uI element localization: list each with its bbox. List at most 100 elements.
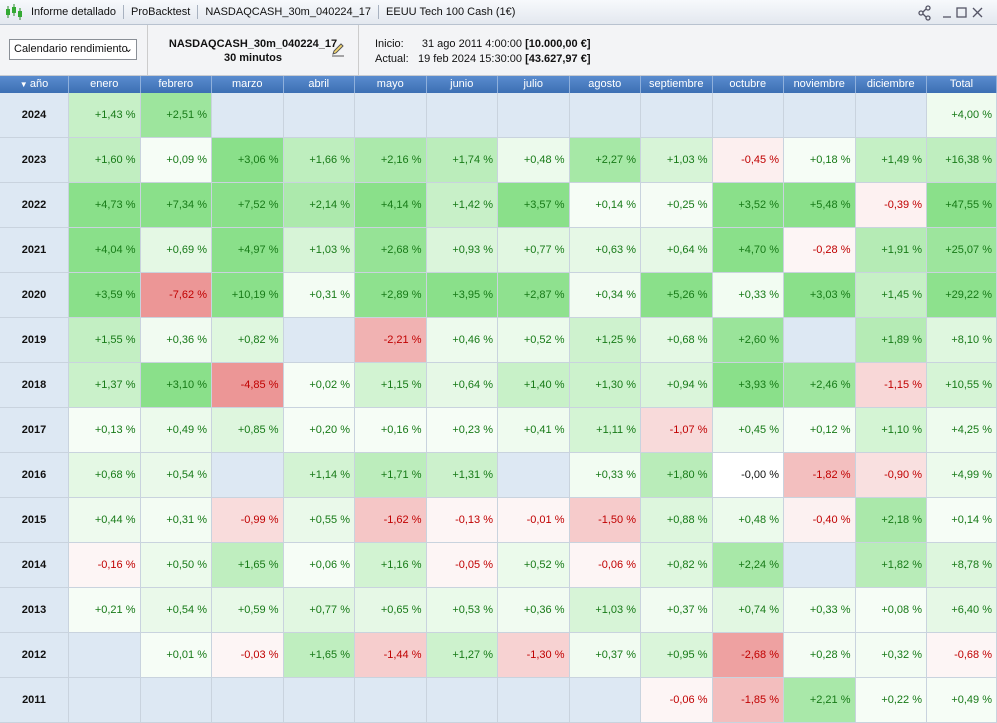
return-cell: +0,22 %	[855, 678, 927, 723]
return-cell: +0,95 %	[641, 633, 713, 678]
column-header: junio	[426, 76, 498, 93]
return-cell: +1,65 %	[283, 633, 355, 678]
return-cell: -0,16 %	[69, 543, 141, 588]
column-header: febrero	[140, 76, 212, 93]
return-cell: -0,01 %	[498, 498, 570, 543]
return-cell: +29,22 %	[927, 273, 997, 318]
return-cell: +2,51 %	[140, 93, 212, 138]
return-cell: +4,97 %	[212, 228, 284, 273]
return-cell: -0,39 %	[855, 183, 927, 228]
year-cell: 2016	[0, 453, 69, 498]
return-cell: +3,57 %	[498, 183, 570, 228]
toolbar: Calendario rendimiento ⌄ NASDAQCASH_30m_0…	[0, 25, 997, 76]
empty-cell	[283, 93, 355, 138]
empty-cell	[212, 453, 284, 498]
select-label: Calendario rendimiento	[14, 43, 128, 55]
return-cell: +4,04 %	[69, 228, 141, 273]
return-cell: +1,30 %	[569, 363, 641, 408]
tab[interactable]: ProBacktest	[124, 5, 199, 19]
return-cell: +1,03 %	[641, 138, 713, 183]
start-capital: [10.000,00 €]	[525, 38, 591, 50]
empty-cell	[140, 678, 212, 723]
return-cell: +0,49 %	[927, 678, 997, 723]
column-header: septiembre	[641, 76, 713, 93]
current-label: Actual:	[375, 53, 409, 65]
return-cell: +1,40 %	[498, 363, 570, 408]
return-cell: +1,45 %	[855, 273, 927, 318]
return-cell: -4,85 %	[212, 363, 284, 408]
return-cell: +2,87 %	[498, 273, 570, 318]
return-cell: +0,46 %	[426, 318, 498, 363]
year-cell: 2018	[0, 363, 69, 408]
return-cell: +2,89 %	[355, 273, 427, 318]
return-cell: +0,31 %	[140, 498, 212, 543]
return-cell: +1,10 %	[855, 408, 927, 453]
return-cell: +1,14 %	[283, 453, 355, 498]
empty-cell	[283, 318, 355, 363]
return-cell: +2,18 %	[855, 498, 927, 543]
empty-cell	[355, 678, 427, 723]
empty-cell	[69, 633, 141, 678]
return-cell: +0,25 %	[641, 183, 713, 228]
return-cell: +0,48 %	[712, 498, 784, 543]
return-cell: +0,13 %	[69, 408, 141, 453]
period-info: Inicio: 31 ago 2011 4:00:00 [10.000,00 €]…	[375, 37, 591, 67]
return-cell: +1,25 %	[569, 318, 641, 363]
return-cell: +0,64 %	[641, 228, 713, 273]
return-cell: +0,77 %	[283, 588, 355, 633]
return-cell: +1,65 %	[212, 543, 284, 588]
return-cell: +0,37 %	[641, 588, 713, 633]
return-cell: +0,21 %	[69, 588, 141, 633]
column-header: julio	[498, 76, 570, 93]
year-cell: 2017	[0, 408, 69, 453]
tab[interactable]: NASDAQCASH_30m_040224_17	[198, 5, 380, 19]
return-cell: +5,26 %	[641, 273, 713, 318]
column-header: abril	[283, 76, 355, 93]
return-cell: +1,27 %	[426, 633, 498, 678]
return-cell: +0,06 %	[283, 543, 355, 588]
column-header: octubre	[712, 76, 784, 93]
return-cell: +1,89 %	[855, 318, 927, 363]
edit-icon[interactable]	[330, 41, 346, 57]
year-cell: 2015	[0, 498, 69, 543]
return-cell: +16,38 %	[927, 138, 997, 183]
return-cell: +0,88 %	[641, 498, 713, 543]
return-cell: +0,53 %	[426, 588, 498, 633]
return-cell: +0,02 %	[283, 363, 355, 408]
year-cell: 2011	[0, 678, 69, 723]
return-cell: -0,06 %	[569, 543, 641, 588]
return-cell: +0,65 %	[355, 588, 427, 633]
return-cell: +0,09 %	[140, 138, 212, 183]
return-cell: -1,50 %	[569, 498, 641, 543]
return-cell: +1,03 %	[569, 588, 641, 633]
tab[interactable]: Informe detallado	[24, 5, 124, 19]
return-cell: +1,66 %	[283, 138, 355, 183]
return-cell: +0,28 %	[784, 633, 856, 678]
empty-cell	[712, 93, 784, 138]
return-cell: +4,70 %	[712, 228, 784, 273]
return-cell: +0,45 %	[712, 408, 784, 453]
return-cell: +2,16 %	[355, 138, 427, 183]
return-cell: +0,85 %	[212, 408, 284, 453]
return-cell: +3,95 %	[426, 273, 498, 318]
column-header: mayo	[355, 76, 427, 93]
return-cell: +4,99 %	[927, 453, 997, 498]
tab[interactable]: EEUU Tech 100 Cash (1€)	[386, 6, 516, 18]
return-cell: +3,10 %	[140, 363, 212, 408]
return-cell: +0,54 %	[140, 453, 212, 498]
window-controls[interactable]	[913, 3, 993, 23]
return-cell: +1,03 %	[283, 228, 355, 273]
return-cell: +3,93 %	[712, 363, 784, 408]
year-cell: 2014	[0, 543, 69, 588]
return-cell: +0,68 %	[641, 318, 713, 363]
empty-cell	[784, 318, 856, 363]
return-cell: +10,19 %	[212, 273, 284, 318]
return-cell: +1,49 %	[855, 138, 927, 183]
return-cell: +0,12 %	[784, 408, 856, 453]
return-cell: +0,37 %	[569, 633, 641, 678]
view-select[interactable]: Calendario rendimiento ⌄	[9, 39, 137, 60]
return-cell: -2,68 %	[712, 633, 784, 678]
return-cell: +3,52 %	[712, 183, 784, 228]
return-cell: +0,94 %	[641, 363, 713, 408]
